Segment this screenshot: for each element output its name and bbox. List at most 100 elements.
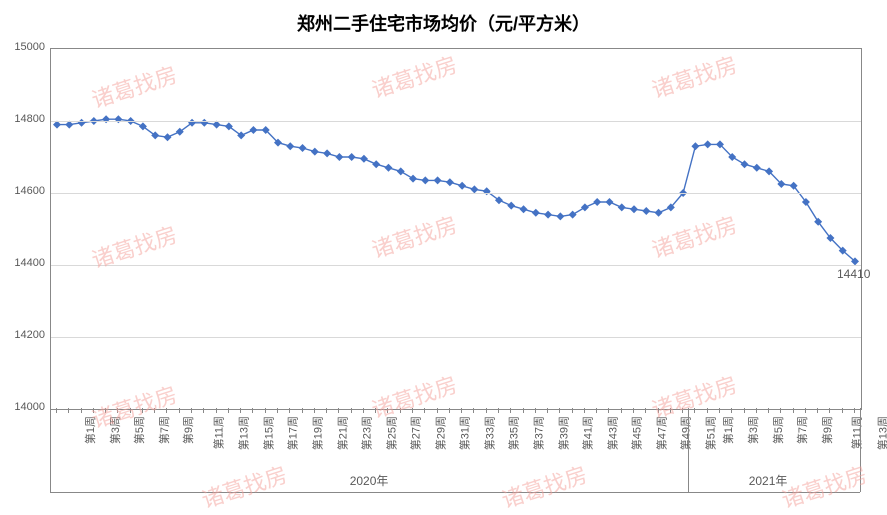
- x-tick: [289, 408, 290, 413]
- x-tick: [105, 408, 106, 413]
- x-axis-label: 第7周: [794, 416, 810, 444]
- x-tick: [633, 408, 634, 413]
- x-tick: [424, 408, 425, 413]
- x-axis-label: 第45周: [628, 416, 644, 450]
- line-series: [51, 49, 861, 409]
- year-axis-line: [50, 492, 860, 493]
- x-axis-label: 第37周: [530, 416, 546, 450]
- x-tick: [412, 408, 413, 413]
- x-axis-label: 第31周: [457, 416, 473, 450]
- x-tick: [252, 408, 253, 413]
- x-tick: [596, 408, 597, 413]
- x-axis-label: 第43周: [604, 416, 620, 450]
- x-tick: [768, 408, 769, 413]
- x-tick: [498, 408, 499, 413]
- x-tick: [670, 408, 671, 413]
- x-tick: [56, 408, 57, 413]
- x-axis-label: 第29周: [432, 416, 448, 450]
- x-tick: [793, 408, 794, 413]
- gridline: [51, 121, 861, 122]
- x-tick: [375, 408, 376, 413]
- x-tick: [130, 408, 131, 413]
- x-tick: [756, 408, 757, 413]
- x-tick: [351, 408, 352, 413]
- x-tick: [228, 408, 229, 413]
- x-axis-label: 第17周: [285, 416, 301, 450]
- x-axis-label: 第33周: [481, 416, 497, 450]
- x-axis-label: 第27周: [407, 416, 423, 450]
- x-tick: [608, 408, 609, 413]
- x-axis-label: 第13周: [874, 416, 887, 450]
- x-tick: [338, 408, 339, 413]
- x-tick: [621, 408, 622, 413]
- y-axis-label: 14400: [0, 257, 45, 269]
- x-axis-label: 第3周: [745, 416, 761, 444]
- x-tick: [645, 408, 646, 413]
- x-tick: [854, 408, 855, 413]
- x-axis-label: 第7周: [156, 416, 172, 444]
- x-axis-label: 第23周: [358, 416, 374, 450]
- x-tick: [547, 408, 548, 413]
- x-tick: [486, 408, 487, 413]
- x-tick: [449, 408, 450, 413]
- x-axis-label: 第9周: [819, 416, 835, 444]
- y-axis-label: 15000: [0, 41, 45, 53]
- x-tick: [805, 408, 806, 413]
- x-tick: [265, 408, 266, 413]
- x-tick: [572, 408, 573, 413]
- x-axis-label: 第41周: [579, 416, 595, 450]
- x-tick: [535, 408, 536, 413]
- x-tick: [719, 408, 720, 413]
- y-axis-label: 14000: [0, 401, 45, 413]
- x-tick: [326, 408, 327, 413]
- x-tick: [314, 408, 315, 413]
- x-tick: [154, 408, 155, 413]
- x-axis-label: 第47周: [653, 416, 669, 450]
- x-axis-label: 第11周: [849, 416, 865, 449]
- x-tick: [240, 408, 241, 413]
- x-tick: [387, 408, 388, 413]
- y-axis-label: 14600: [0, 185, 45, 197]
- x-axis-label: 第51周: [702, 416, 718, 450]
- x-tick: [117, 408, 118, 413]
- gridline: [51, 265, 861, 266]
- x-axis-label: 第1周: [82, 416, 98, 444]
- x-tick: [437, 408, 438, 413]
- plot-area: 14410: [50, 48, 862, 410]
- chart-title: 郑州二手住宅市场均价（元/平方米）: [0, 10, 887, 36]
- x-tick: [731, 408, 732, 413]
- x-axis-label: 第25周: [383, 416, 399, 450]
- gridline: [51, 193, 861, 194]
- chart-container: 郑州二手住宅市场均价（元/平方米） 14410 14000 14200 14400 1…: [0, 0, 887, 508]
- last-point-label: 14410: [837, 267, 870, 281]
- x-tick: [81, 408, 82, 413]
- x-tick: [400, 408, 401, 413]
- y-axis-label: 14800: [0, 113, 45, 125]
- x-axis-label: 第21周: [334, 416, 350, 450]
- x-tick: [93, 408, 94, 413]
- year-bracket: [50, 408, 51, 492]
- x-tick: [179, 408, 180, 413]
- x-tick: [191, 408, 192, 413]
- x-tick: [682, 408, 683, 413]
- x-axis-label: 第5周: [131, 416, 147, 444]
- x-axis-label: 第5周: [770, 416, 786, 444]
- x-tick: [780, 408, 781, 413]
- x-tick: [584, 408, 585, 413]
- x-axis-label: 第15周: [260, 416, 276, 450]
- x-tick: [473, 408, 474, 413]
- x-tick: [277, 408, 278, 413]
- year-label: 2021年: [694, 472, 841, 489]
- x-axis-label: 第11周: [210, 416, 226, 449]
- x-tick: [829, 408, 830, 413]
- x-tick: [658, 408, 659, 413]
- x-tick: [744, 408, 745, 413]
- x-axis-label: 第49周: [678, 416, 694, 450]
- x-axis-label: 第13周: [236, 416, 252, 450]
- x-tick: [203, 408, 204, 413]
- x-axis-label: 第19周: [309, 416, 325, 450]
- x-tick: [166, 408, 167, 413]
- x-tick: [142, 408, 143, 413]
- y-axis-label: 14200: [0, 329, 45, 341]
- x-axis-label: 第39周: [555, 416, 571, 450]
